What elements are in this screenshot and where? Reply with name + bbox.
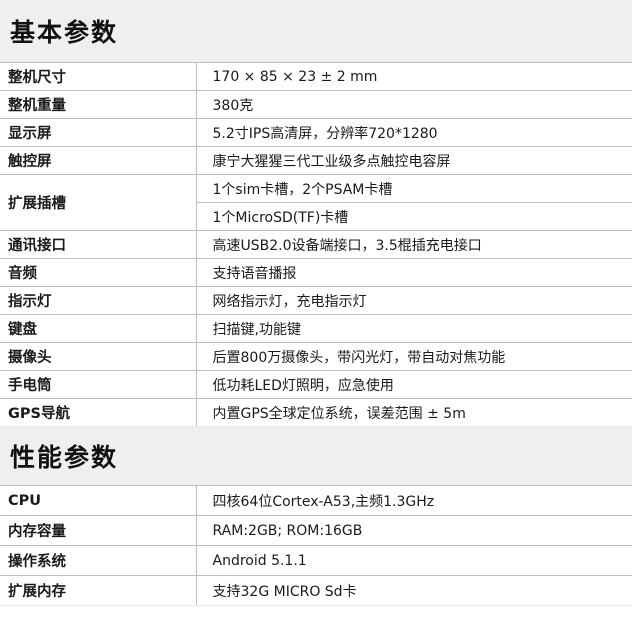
table-row: 显示屏 5.2寸IPS高清屏，分辨率720*1280 <box>0 118 632 147</box>
spec-value: 支持语音播报 <box>196 258 632 287</box>
spec-value: 1个sim卡槽，2个PSAM卡槽 <box>196 174 632 203</box>
spec-value: 5.2寸IPS高清屏，分辨率720*1280 <box>196 118 632 147</box>
spec-label: 指示灯 <box>0 286 197 315</box>
table-row: 操作系统 Android 5.1.1 <box>0 545 632 576</box>
table-row: 内存容量 RAM:2GB; ROM:16GB <box>0 515 632 546</box>
spec-label: 显示屏 <box>0 118 197 147</box>
spec-label: 扩展插槽 <box>0 174 197 231</box>
spec-value: 后置800万摄像头，带闪光灯，带自动对焦功能 <box>196 342 632 371</box>
table-row: 手电筒 低功耗LED灯照明，应急使用 <box>0 370 632 399</box>
table-row: 摄像头 后置800万摄像头，带闪光灯，带自动对焦功能 <box>0 342 632 371</box>
section-title: 性能参数 <box>0 427 632 485</box>
spec-label: 摄像头 <box>0 342 197 371</box>
table-row: 音频 支持语音播报 <box>0 258 632 287</box>
spec-label: 键盘 <box>0 314 197 343</box>
spec-value: 1个MicroSD(TF)卡槽 <box>196 202 632 231</box>
spec-value: 内置GPS全球定位系统，误差范围 ± 5m <box>196 398 632 427</box>
spec-value: RAM:2GB; ROM:16GB <box>196 515 632 546</box>
spec-label: 整机重量 <box>0 90 197 119</box>
spec-value: 高速USB2.0设备端接口，3.5棍插充电接口 <box>196 230 632 259</box>
table-row: 键盘 扫描键,功能键 <box>0 314 632 343</box>
spec-label: 手电筒 <box>0 370 197 399</box>
table-row: 触控屏 康宁大猩猩三代工业级多点触控电容屏 <box>0 146 632 175</box>
spec-value: 低功耗LED灯照明，应急使用 <box>196 370 632 399</box>
spec-value: 扫描键,功能键 <box>196 314 632 343</box>
spec-sheet: 基本参数 整机尺寸 170 × 85 × 23 ± 2 mm 整机重量 380克 显示屏 5… <box>0 0 632 606</box>
spec-value: 380克 <box>196 90 632 119</box>
spec-label: 内存容量 <box>0 515 197 546</box>
spec-table: CPU 四核64位Cortex-A53,主频1.3GHz 内存容量 RAM:2GB; … <box>0 485 632 606</box>
table-row: 整机重量 380克 <box>0 90 632 119</box>
spec-label: 通讯接口 <box>0 230 197 259</box>
spec-value: 康宁大猩猩三代工业级多点触控电容屏 <box>196 146 632 175</box>
table-row: 指示灯 网络指示灯，充电指示灯 <box>0 286 632 315</box>
spec-label: 音频 <box>0 258 197 287</box>
table-row: 通讯接口 高速USB2.0设备端接口，3.5棍插充电接口 <box>0 230 632 259</box>
spec-label: CPU <box>0 485 197 516</box>
spec-value: 170 × 85 × 23 ± 2 mm <box>196 62 632 91</box>
spec-value: 支持32G MICRO Sd卡 <box>196 575 632 606</box>
spec-value: Android 5.1.1 <box>196 545 632 576</box>
spec-value: 四核64位Cortex-A53,主频1.3GHz <box>196 485 632 516</box>
table-row: 整机尺寸 170 × 85 × 23 ± 2 mm <box>0 62 632 91</box>
table-row: 扩展内存 支持32G MICRO Sd卡 <box>0 575 632 606</box>
spec-label: 扩展内存 <box>0 575 197 606</box>
table-row: GPS导航 内置GPS全球定位系统，误差范围 ± 5m <box>0 398 632 427</box>
spec-label: 操作系统 <box>0 545 197 576</box>
spec-label: GPS导航 <box>0 398 197 427</box>
spec-table: 整机尺寸 170 × 85 × 23 ± 2 mm 整机重量 380克 显示屏 5.2寸I… <box>0 62 632 427</box>
table-row: CPU 四核64位Cortex-A53,主频1.3GHz <box>0 485 632 516</box>
spec-value: 网络指示灯，充电指示灯 <box>196 286 632 315</box>
section-title: 基本参数 <box>0 0 632 62</box>
spec-label: 触控屏 <box>0 146 197 175</box>
table-row: 扩展插槽 1个sim卡槽，2个PSAM卡槽 <box>0 174 632 231</box>
table-row: 1个MicroSD(TF)卡槽 <box>0 202 632 231</box>
spec-label: 整机尺寸 <box>0 62 197 91</box>
